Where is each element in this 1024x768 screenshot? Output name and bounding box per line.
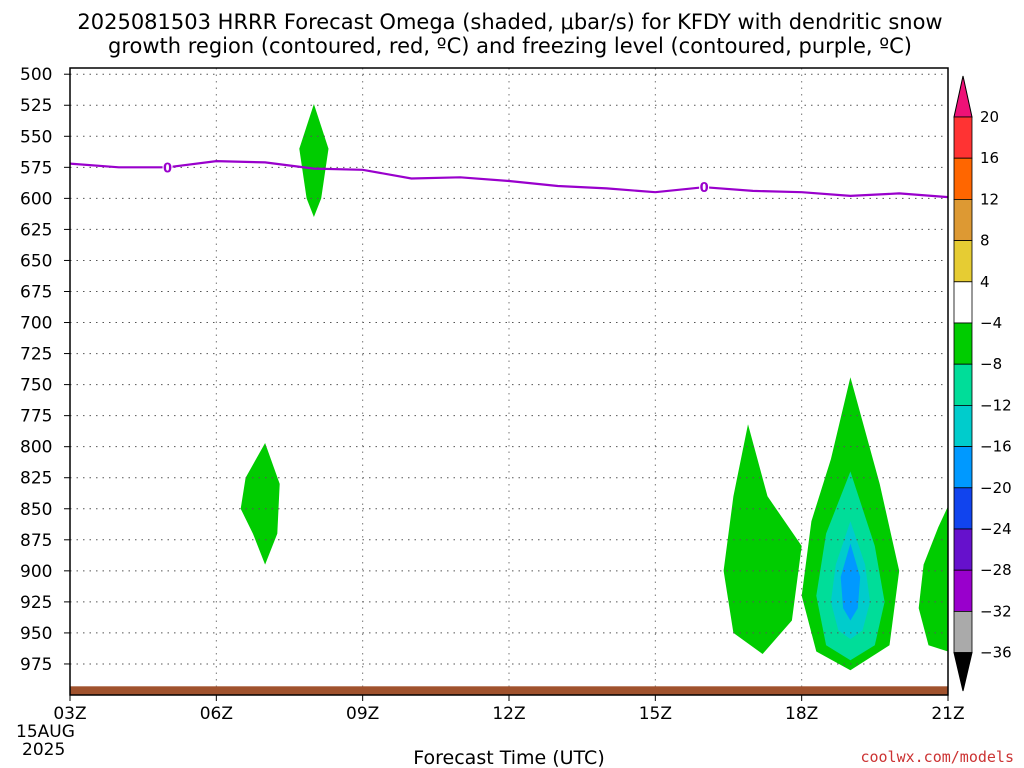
chart-title-line2: growth region (contoured, red, ºC) and f…: [108, 34, 912, 58]
freezing-level-label-1: 0: [700, 181, 709, 196]
x-tick-label-06Z: 06Z: [200, 704, 233, 724]
y-tick-label-650: 650: [20, 251, 52, 271]
x-tick-label-12Z: 12Z: [492, 704, 525, 724]
colorbar-tick-label-6: −8: [980, 355, 1002, 373]
colorbar-band-4: [953, 281, 973, 324]
freezing-level-line: [69, 159, 949, 199]
chart-title-line1: 2025081503 HRRR Forecast Omega (shaded, …: [77, 10, 942, 34]
colorbar-tick-label-2: 12: [980, 190, 999, 208]
omega-area-2: [723, 424, 802, 654]
colorbar-tick-label-12: −32: [980, 602, 1012, 620]
omega-area-7: [840, 543, 861, 621]
freezing-level-label-0: 0: [163, 161, 172, 176]
colorbar-tick-label-3: 8: [980, 232, 990, 250]
y-tick-label-600: 600: [20, 189, 52, 209]
y-tick-label-725: 725: [20, 345, 52, 365]
freezing-level-label-bg-1: [699, 180, 710, 195]
omega-area-1: [240, 443, 280, 565]
y-tick-label-925: 925: [20, 593, 52, 613]
credit-text: coolwx.com/models: [860, 748, 1014, 766]
colorbar-tick-label-0: 20: [980, 108, 999, 126]
y-tick-label-850: 850: [20, 500, 52, 520]
colorbar-band-6: [953, 363, 973, 406]
colorbar-band-2: [953, 198, 973, 241]
colorbar-band-10: [953, 528, 973, 571]
y-tick-label-800: 800: [20, 438, 52, 458]
colorbar-band-5: [953, 322, 973, 365]
y-tick-label-675: 675: [20, 282, 52, 302]
colorbar-tick-label-9: −20: [980, 479, 1012, 497]
y-tick-label-500: 500: [20, 65, 52, 85]
colorbar-top-arrow: [953, 75, 973, 118]
x-tick-label-03Z: 03Z: [53, 704, 86, 724]
x-tick-label-21Z: 21Z: [931, 704, 964, 724]
y-tick-label-700: 700: [20, 314, 52, 334]
y-tick-label-950: 950: [20, 624, 52, 644]
y-tick-label-575: 575: [20, 158, 52, 178]
freezing-level-label-bg-0: [162, 160, 173, 175]
colorbar-band-8: [953, 446, 973, 489]
x-start-date-year: 2025: [22, 740, 65, 760]
y-tick-label-875: 875: [20, 531, 52, 551]
colorbar-tick-label-11: −28: [980, 561, 1012, 579]
x-tick-label-09Z: 09Z: [346, 704, 379, 724]
omega-area-4: [918, 506, 948, 652]
colorbar-band-0: [953, 116, 973, 159]
y-tick-label-625: 625: [20, 220, 52, 240]
x-start-date-day: 15AUG: [16, 722, 75, 742]
x-tick-label-18Z: 18Z: [785, 704, 818, 724]
x-axis: 03Z 06Z 09Z 12Z 15Z 18Z 21Z: [53, 695, 965, 724]
plot-area: 00: [69, 67, 949, 696]
colorbar-tick-label-10: −24: [980, 520, 1012, 538]
omega-area-0: [299, 104, 329, 217]
colorbar-band-1: [953, 157, 973, 200]
x-axis-label: Forecast Time (UTC): [413, 747, 604, 768]
y-tick-label-750: 750: [20, 376, 52, 396]
y-tick-label-525: 525: [20, 96, 52, 116]
colorbar-tick-label-8: −16: [980, 438, 1012, 456]
surface-band: [70, 686, 948, 695]
colorbar-tick-label-5: −4: [980, 314, 1002, 332]
y-tick-label-775: 775: [20, 407, 52, 427]
y-tick-label-900: 900: [20, 562, 52, 582]
y-tick-label-975: 975: [20, 655, 52, 675]
y-axis: 500 525 550 575 600 625 650 675 700 725 750 775 800 8…: [20, 65, 70, 675]
y-tick-label-550: 550: [20, 127, 52, 147]
colorbar-band-9: [953, 487, 973, 530]
y-tick-label-825: 825: [20, 469, 52, 489]
colorbar-tick-label-13: −36: [980, 644, 1012, 662]
colorbar-band-12: [953, 611, 973, 654]
colorbar-tick-label-7: −12: [980, 396, 1012, 414]
colorbar-band-3: [953, 240, 973, 283]
x-tick-label-15Z: 15Z: [639, 704, 672, 724]
colorbar-band-7: [953, 404, 973, 447]
colorbar: 20 16 12 8 4 −4 −8 −12 −16 −20 −24 −28 −32 −36: [953, 75, 1012, 692]
colorbar-tick-label-1: 16: [980, 149, 999, 167]
colorbar-band-11: [953, 569, 973, 612]
colorbar-bottom-arrow: [953, 652, 973, 692]
colorbar-tick-label-4: 4: [980, 273, 990, 291]
